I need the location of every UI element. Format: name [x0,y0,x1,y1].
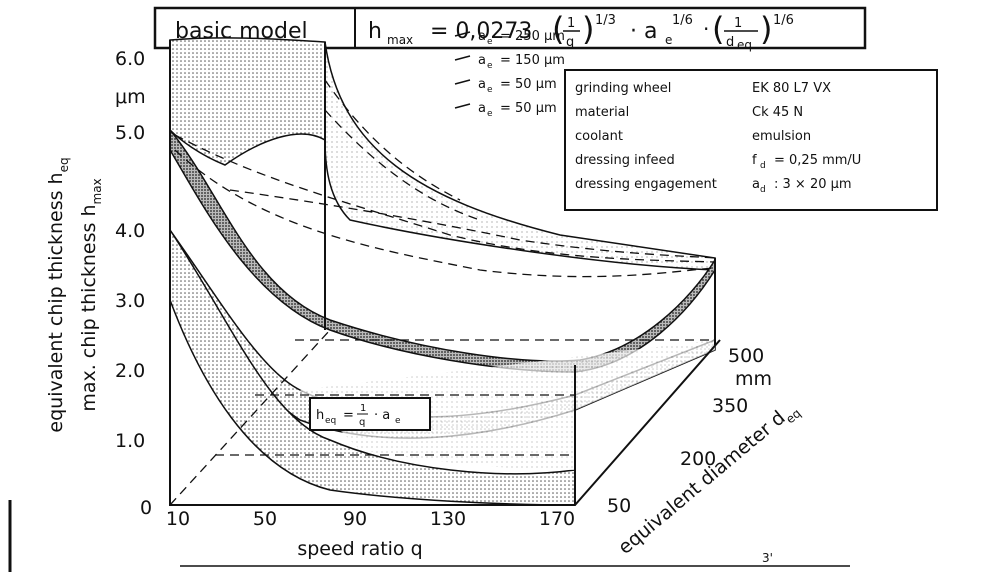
depth-tick-label: 50 [607,495,631,517]
condition-sym: a [752,177,760,192]
condition-sub: d [760,161,766,171]
condition-value: Ck 45 N [752,105,803,120]
depth-tick-label: 200 [680,448,716,470]
legend-text: = 150 μm [500,53,565,68]
ticks: 6.0 5.0 4.0 3.0 2.0 1.0 0 10 50 90 130 170 500 350 200… [115,48,764,530]
floor-shade [300,340,715,470]
inset-h: h [316,408,324,423]
legend-sym: a [478,53,486,68]
formula-eq: = 0,0273 [430,19,532,44]
legend-text: = 50 μm [500,101,557,116]
inset-rest: · a [374,408,390,423]
legend-sym: a [478,101,486,116]
formula-den: d [726,35,734,50]
depth-tick-label: 500 [728,345,764,367]
y-tick-label: 2.0 [115,360,145,382]
paren: ( [712,10,724,48]
paren: ( [552,10,564,48]
inset-num: 1 [360,403,366,414]
guide-line [169,329,715,506]
x-tick-label: 50 [253,508,277,530]
legend-text: = 50 μm [500,77,557,92]
formula-den: q [566,35,574,50]
x-tick-label: 130 [430,508,466,530]
footer: 3' [762,551,773,565]
y-axis-label: equivalent chip thickness heq [45,157,71,432]
label-sub: eq [57,157,71,172]
condition-label: dressing infeed [575,153,675,168]
formula-num: 1 [734,16,742,31]
formula-sub: e [665,33,672,47]
condition-label: material [575,105,629,120]
curve-dashed [174,134,716,278]
condition-label: coolant [575,129,623,144]
x-axis-label: speed ratio q [297,538,422,560]
x-tick-label: 10 [166,508,190,530]
formula-sub: max [387,33,413,47]
legend-leader [454,55,471,61]
condition-value: : 3 × 20 μm [774,177,852,192]
label-text: equivalent chip thickness h [45,172,67,432]
conditions-box [564,69,938,211]
axis-frame [169,40,721,506]
x-tick-label: 170 [539,508,575,530]
legend: a e = 250 μma e = 150 μma e = 50 μma e = 50 μm [454,29,565,119]
inset-sub: e [395,416,401,426]
formula-exp: 1/6 [672,13,693,28]
formula-exp: 1/6 [773,13,794,28]
paren: ) [760,10,772,48]
surface-top [169,37,326,166]
condition-value: = 0,25 mm/U [774,153,861,168]
condition-sym: f [752,153,757,168]
legend-sub: e [487,109,493,119]
y-axis-label: max. chip thickness hmax [78,178,104,411]
legend-sub: e [487,37,493,47]
inset-sub: eq [325,416,336,426]
inset-box [309,397,431,431]
inset-den: q [359,417,365,428]
x-tick-label: 90 [343,508,367,530]
y-tick-label: 0 [140,497,152,519]
surface-back [324,41,716,271]
condition-label: grinding wheel [575,81,671,96]
formula-sub: eq [737,38,752,52]
legend-leader [454,79,471,85]
legend-leader [454,103,471,109]
inset-eq: = [343,408,354,423]
formula-num: 1 [567,16,575,31]
y-tick-label: 6.0 [115,48,145,70]
y-tick-label: 4.0 [115,220,145,242]
conditions: grinding wheel EK 80 L7 VX material Ck 45 N… [575,81,861,195]
curve-dashed [324,79,481,221]
legend-leader [454,31,471,37]
label-sub: max [90,178,104,204]
condition-value: EK 80 L7 VX [752,81,831,96]
legend-sym: a [478,29,486,44]
legend-sym: a [478,77,486,92]
y-tick-label: 5.0 [115,122,145,144]
condition-value: emulsion [752,129,811,144]
legend-text: = 250 μm [500,29,565,44]
depth-unit: mm [735,368,772,390]
depth-tick-label: 350 [712,395,748,417]
y-unit: μm [115,86,146,108]
condition-sub: d [760,185,766,195]
formula-a: · a [630,19,657,44]
y-tick-label: 1.0 [115,430,145,452]
condition-label: dressing engagement [575,177,717,192]
legend-sub: e [487,61,493,71]
formula-h: h [368,19,382,44]
formula-exp: 1/3 [595,13,616,28]
formula-dot: · [703,17,709,41]
y-tick-label: 3.0 [115,290,145,312]
legend-sub: e [487,85,493,95]
label-text: max. chip thickness h [78,204,100,411]
depth-axis-label: equivalent diameter deq [614,397,804,562]
paren: ) [582,10,594,48]
